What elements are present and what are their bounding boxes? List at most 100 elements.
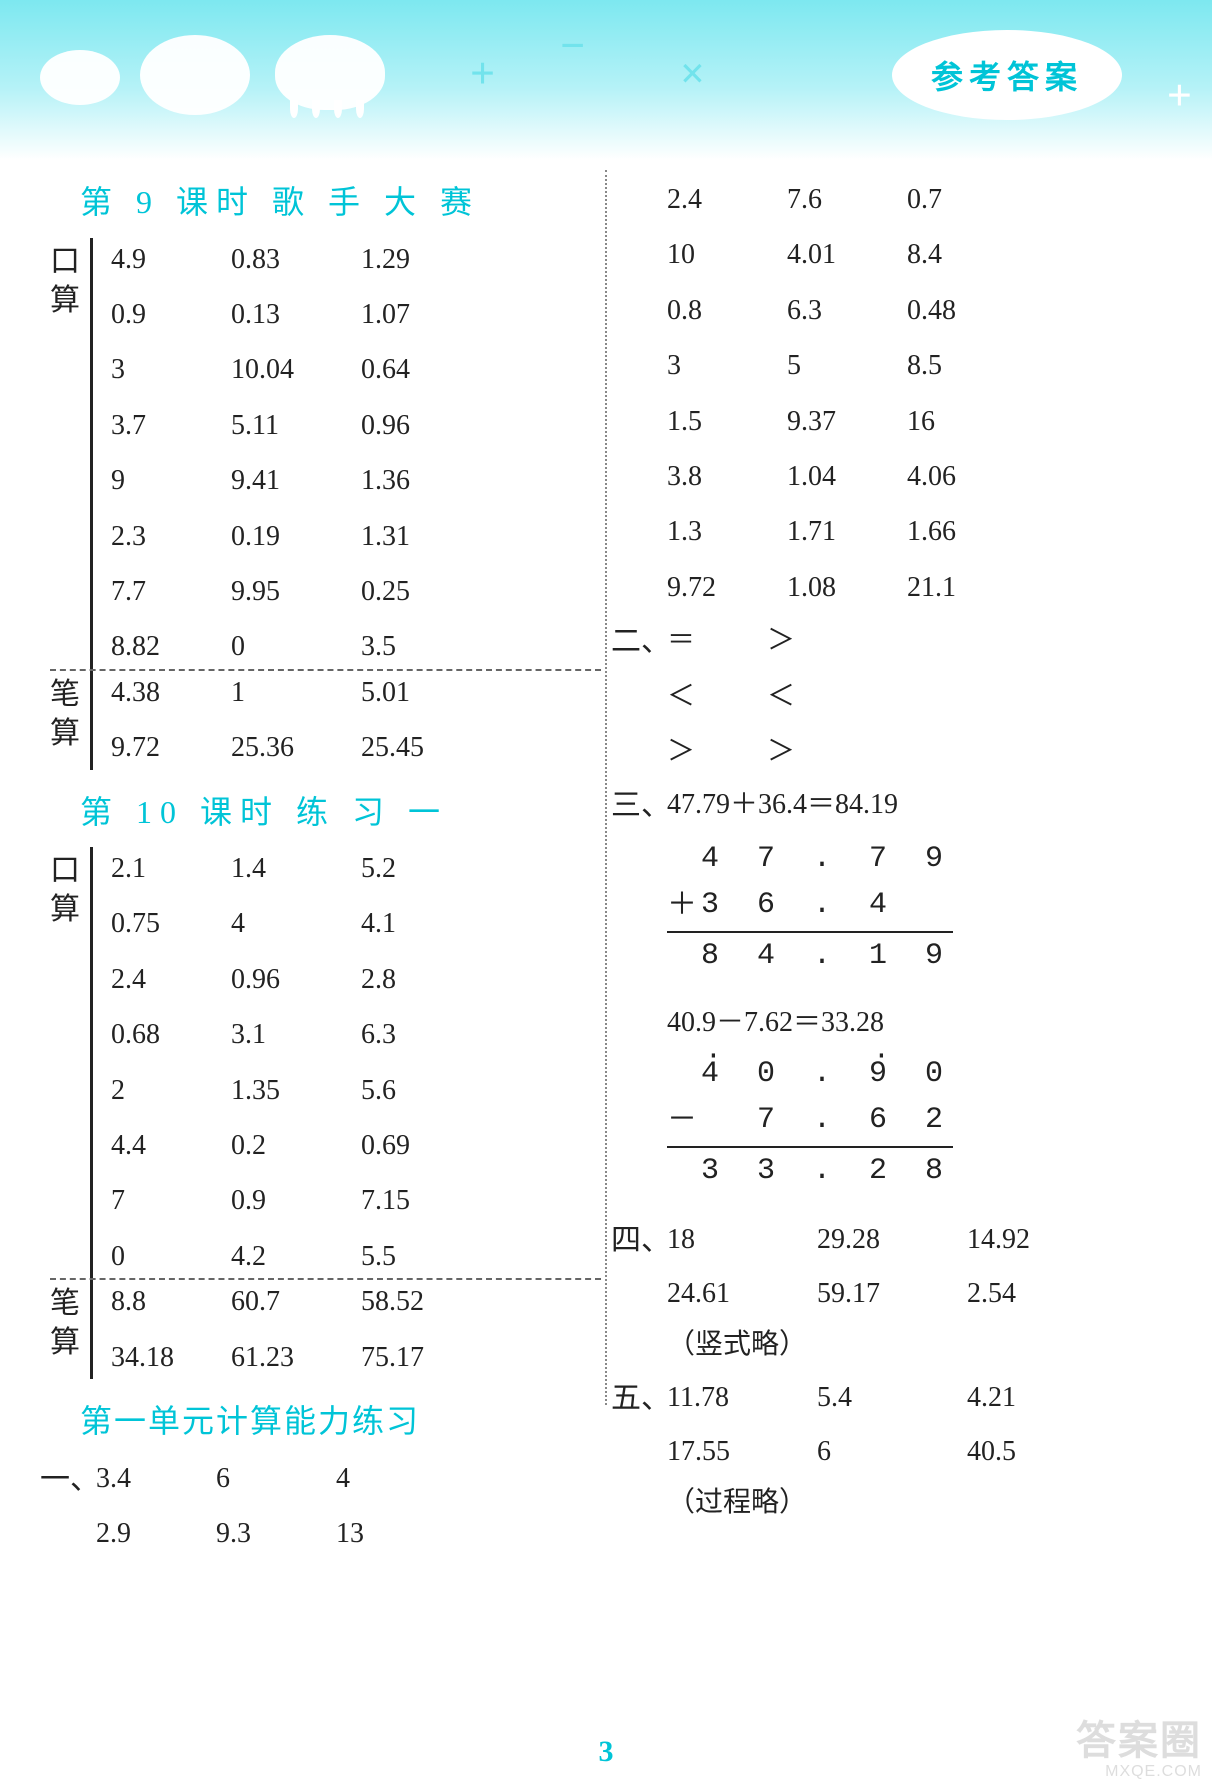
cell: 0.13: [231, 293, 361, 336]
cell: 3.4: [96, 1457, 216, 1500]
cell: 17.55: [667, 1430, 817, 1473]
cell: 2.4: [667, 178, 787, 221]
cell: 5: [787, 344, 907, 387]
cell: 6.3: [787, 289, 907, 332]
plus-icon: +: [470, 48, 495, 99]
cell: 0.48: [907, 289, 1027, 332]
cell: 1.66: [907, 510, 1027, 553]
plus-icon: +: [1167, 70, 1192, 121]
cell: 8.82: [111, 625, 231, 668]
cell: 4.06: [907, 455, 1027, 498]
cell: 3.7: [111, 404, 231, 447]
cell: 1.04: [787, 455, 907, 498]
cell: 0.9: [231, 1179, 361, 1222]
question-content: 3.4642.99.313: [96, 1457, 601, 1556]
cell: 4.1: [361, 902, 491, 945]
cell: 1.71: [787, 510, 907, 553]
cell: 4: [231, 902, 361, 945]
times-icon: ×: [680, 48, 705, 99]
cell: 8.8: [111, 1280, 231, 1323]
cloud-icon: [140, 35, 250, 115]
header-band: + − × + 参考答案: [0, 0, 1212, 160]
cell: 58.52: [361, 1280, 491, 1323]
question-row: 四、 1829.2814.9224.6159.172.54: [611, 1218, 1172, 1315]
cell: 6.3: [361, 1013, 491, 1056]
cell: 0: [111, 1235, 231, 1278]
bisuan-block: 笔 算 4.3815.019.7225.3625.45: [50, 669, 601, 770]
cell: 1.31: [361, 515, 491, 558]
question-label: 三、: [611, 783, 667, 830]
question-row: 二、 ＝＞＜＜＞＞: [611, 619, 1172, 773]
cell: 34.18: [111, 1336, 231, 1379]
bisuan-data: 4.3815.019.7225.3625.45: [90, 671, 601, 770]
page-body: 第 9 课时 歌 手 大 赛 口 算 4.90.831.290.90.131.0…: [0, 160, 1212, 1595]
data-grid: 4.3815.019.7225.3625.45: [111, 671, 601, 770]
kousuan-data: 2.11.45.20.7544.12.40.962.80.683.16.321.…: [90, 847, 601, 1278]
cell: 21.1: [907, 566, 1027, 609]
kousuan-block: 口 算 2.11.45.20.7544.12.40.962.80.683.16.…: [50, 847, 601, 1278]
cell: 2: [111, 1069, 231, 1112]
cell: 3.5: [361, 625, 491, 668]
cell: 0.8: [667, 289, 787, 332]
bisuan-label: 笔 算: [50, 671, 90, 770]
cell: ＜: [667, 675, 767, 718]
cell: 9: [111, 459, 231, 502]
bisuan-data: 8.860.758.5234.1861.2375.17: [90, 1280, 601, 1379]
rain-cloud-icon: [275, 35, 385, 110]
question-row: 三、 47.79＋36.4＝84.19: [611, 783, 1172, 830]
left-column: 第 9 课时 歌 手 大 赛 口 算 4.90.831.290.90.131.0…: [40, 160, 601, 1555]
badge-text: 参考答案: [931, 52, 1083, 98]
kousuan-label: 口 算: [50, 847, 90, 1278]
cell: 0.19: [231, 515, 361, 558]
note: （过程略）: [667, 1481, 1172, 1524]
equation: 40.9－7.62＝33.28: [667, 1001, 1172, 1044]
cell: 0.64: [361, 348, 491, 391]
cell: 0.96: [361, 404, 491, 447]
data-grid: ＝＞＜＜＞＞: [667, 619, 1172, 773]
cell: 1.29: [361, 238, 491, 281]
bisuan-block: 笔 算 8.860.758.5234.1861.2375.17: [50, 1278, 601, 1379]
question-label: 五、: [611, 1376, 667, 1423]
cell: 10: [667, 233, 787, 276]
minus-icon: −: [560, 20, 585, 71]
cell: 2.8: [361, 958, 491, 1001]
question-label: 二、: [611, 619, 667, 666]
cell: 40.5: [967, 1430, 1097, 1473]
cell: 11.78: [667, 1376, 817, 1419]
cell: 2.9: [96, 1512, 216, 1555]
section-title: 第一单元计算能力练习: [80, 1397, 601, 1447]
question-label: 一、: [40, 1457, 96, 1504]
cell: 16: [907, 400, 1027, 443]
cell: 5.11: [231, 404, 361, 447]
question-content: ＝＞＜＜＞＞: [667, 619, 1172, 773]
kousuan-label: 口 算: [50, 238, 90, 669]
cell: 9.72: [111, 726, 231, 769]
cell: 18: [667, 1218, 817, 1261]
note: （竖式略）: [667, 1323, 1172, 1366]
cell: 0.68: [111, 1013, 231, 1056]
cell: 3.1: [231, 1013, 361, 1056]
cell: 1.3: [667, 510, 787, 553]
cell: 3.8: [667, 455, 787, 498]
kousuan-data: 4.90.831.290.90.131.07310.040.643.75.110…: [90, 238, 601, 669]
cell: 1.07: [361, 293, 491, 336]
cell: 0.9: [111, 293, 231, 336]
cell: 4.2: [231, 1235, 361, 1278]
cell: 1.4: [231, 847, 361, 890]
vertical-calc: 4 0 . 9 0 － 7 . 6 2 3 3 . 2 8: [667, 1051, 953, 1195]
cell: 7.7: [111, 570, 231, 613]
cell: 4.4: [111, 1124, 231, 1167]
cell: 5.6: [361, 1069, 491, 1112]
cell: 13: [336, 1512, 456, 1555]
cell: 0.69: [361, 1124, 491, 1167]
cell: 7.15: [361, 1179, 491, 1222]
cell: ＞: [767, 730, 867, 773]
cell: 4.21: [967, 1376, 1097, 1419]
cell: 8.5: [907, 344, 1027, 387]
cell: 4: [336, 1457, 456, 1500]
cell: 59.17: [817, 1272, 967, 1315]
cell: 5.01: [361, 671, 491, 714]
cell: 3: [667, 344, 787, 387]
cell: 9.95: [231, 570, 361, 613]
question-content: 1829.2814.9224.6159.172.54: [667, 1218, 1172, 1315]
